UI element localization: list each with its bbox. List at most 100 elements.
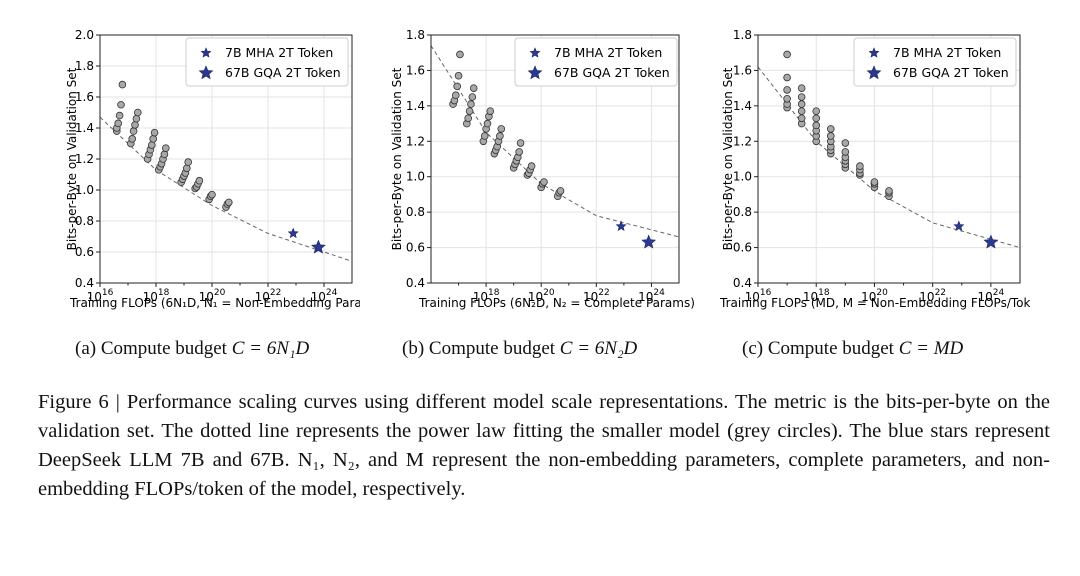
subcaption-b-formula: C = 6N₂D [559, 338, 638, 359]
y-tick-label: 0.4 [733, 276, 752, 290]
small-model-point [797, 107, 806, 115]
small-model-point [208, 190, 216, 199]
small-model-point [497, 125, 506, 133]
small-model-point [841, 139, 850, 147]
subcaption-c: (c) Compute budget C = MD [742, 338, 963, 360]
small-model-point [812, 114, 821, 123]
plot-frame-b [430, 34, 680, 284]
small-model-point [812, 121, 821, 130]
small-model-point [160, 150, 169, 159]
small-model-point [467, 100, 475, 108]
small-model-point [225, 198, 233, 207]
star-67b-gqa [310, 239, 326, 254]
y-tick-label: 2.0 [75, 28, 94, 42]
plot-frame-c [757, 34, 1021, 284]
y-tick-label: 1.0 [406, 170, 425, 184]
figure-caption: Figure 6 | Performance scaling curves us… [38, 388, 1050, 504]
small-model-point [783, 94, 791, 103]
star-67b-gqa [983, 234, 999, 249]
chart-panel-a: 0.40.60.81.01.21.41.61.82.0 1016 1018 1020… [65, 28, 360, 310]
small-model-point [483, 119, 492, 128]
small-model-point [454, 71, 463, 80]
y-tick-label: 0.8 [75, 214, 94, 228]
power-law-fit-line [758, 66, 1020, 249]
small-model-point [841, 148, 850, 156]
legend-star-7b-c [868, 47, 880, 58]
legend-label-67b-a: 67B GQA 2T Token [225, 65, 341, 80]
small-model-point [452, 91, 460, 100]
y-tick-label: 1.0 [75, 183, 94, 197]
small-model-point [465, 107, 474, 115]
y-tick-label: 1.4 [75, 121, 94, 135]
legend-star-67b-b [527, 65, 543, 80]
y-tick-label: 1.8 [75, 59, 94, 73]
subcaption-a-formula: C = 6N₁D [231, 338, 310, 359]
y-tick-label: 1.4 [733, 99, 752, 113]
small-model-point [556, 187, 565, 195]
chart-panel-c: 0.40.60.81.01.21.41.61.8 1016 1018 1020 102… [719, 28, 1030, 310]
subcaption-b-label: (b) Compute budget [402, 338, 560, 359]
small-model-point [184, 158, 192, 166]
small-model-point [783, 50, 791, 59]
y-axis-label-b: Bits-per-Byte on Validation Set [390, 67, 404, 250]
y-tick-label: 0.8 [406, 205, 425, 219]
small-model-point [480, 132, 489, 140]
subcaption-c-label: (c) Compute budget [742, 338, 899, 359]
small-model-point [797, 84, 806, 92]
small-model-point [783, 86, 791, 94]
small-model-point [486, 107, 495, 115]
legend-label-7b-c: 7B MHA 2T Token [893, 45, 1001, 60]
legend-star-7b-a [200, 47, 212, 58]
small-model-point [149, 135, 157, 143]
small-model-point [797, 100, 806, 108]
small-model-point [812, 107, 821, 115]
small-model-point [132, 114, 141, 123]
small-model-point [870, 178, 879, 186]
legend-star-67b-a [198, 65, 214, 80]
small-model-point [464, 114, 472, 123]
y-tick-label: 0.6 [733, 241, 752, 255]
legend-label-67b-b: 67B GQA 2T Token [554, 65, 670, 80]
small-model-point [797, 93, 806, 101]
legend-label-7b-b: 7B MHA 2T Token [554, 45, 662, 60]
small-model-point [134, 108, 142, 117]
small-model-point [195, 176, 204, 185]
subcaption-c-formula: C = MD [898, 338, 964, 359]
star-7b-mha [287, 227, 299, 239]
y-tick-label: 1.8 [406, 28, 425, 42]
y-tick-label: 1.6 [406, 63, 425, 77]
small-model-point [118, 80, 127, 89]
small-model-point [783, 73, 791, 82]
y-tick-label: 0.4 [406, 276, 425, 290]
y-tick-label: 0.8 [733, 205, 752, 219]
small-model-point [469, 84, 478, 92]
y-tick-label: 1.2 [406, 134, 425, 148]
subcaption-a-label: (a) Compute budget [75, 338, 232, 359]
legend-a: 7B MHA 2T Token 67B GQA 2T Token [185, 37, 349, 87]
y-tick-label: 1.2 [733, 134, 752, 148]
y-tick-label: 1.2 [75, 152, 94, 166]
small-model-point [114, 119, 122, 128]
y-tick-label: 1.4 [406, 99, 425, 113]
small-model-point [826, 132, 835, 140]
subcaption-a: (a) Compute budget C = 6N₁D [75, 338, 309, 360]
figure-caption-text: Figure 6 | Performance scaling curves us… [38, 391, 1050, 500]
x-axis-label-b: Training FLOPs (6N₂D, N₂ = Complete Para… [418, 296, 695, 310]
small-model-point [453, 82, 461, 91]
small-model-point [150, 128, 159, 137]
star-7b-mha [953, 220, 965, 231]
star-67b-gqa [641, 234, 657, 249]
small-model-point [540, 178, 548, 186]
small-model-point [129, 127, 138, 135]
power-law-fit-line [100, 116, 352, 262]
y-tick-label: 0.6 [406, 241, 425, 255]
subcaption-b: (b) Compute budget C = 6N₂D [402, 338, 637, 360]
chart-panel-b: 0.40.60.81.01.21.41.61.8 1018 1020 1022 102… [390, 28, 695, 310]
star-7b-mha [615, 220, 627, 231]
small-model-point [148, 141, 156, 149]
small-model-point [826, 125, 835, 133]
legend-label-67b-c: 67B GQA 2T Token [893, 65, 1009, 80]
small-model-point [117, 100, 125, 109]
legend-c: 7B MHA 2T Token 67B GQA 2T Token [853, 37, 1017, 87]
small-model-point [128, 135, 136, 143]
